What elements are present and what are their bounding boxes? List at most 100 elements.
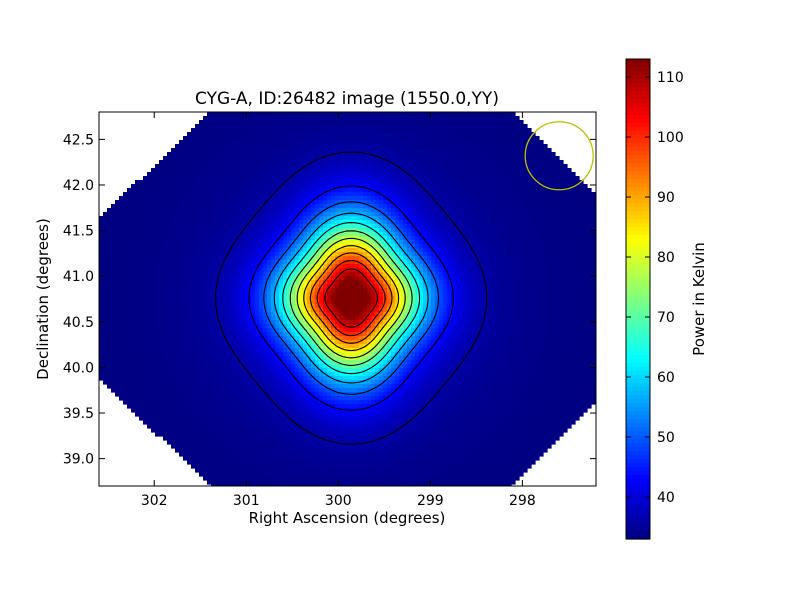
heatmap-cell (515, 224, 520, 229)
heatmap-cell (515, 260, 520, 265)
heatmap-cell (195, 132, 200, 137)
heatmap-cell (127, 252, 132, 257)
heatmap-cell (251, 132, 256, 137)
heatmap-cell (435, 156, 440, 161)
heatmap-cell (575, 268, 580, 273)
heatmap-cell (223, 224, 228, 229)
heatmap-cell (167, 164, 172, 169)
heatmap-cell (427, 208, 432, 213)
heatmap-cell (387, 140, 392, 145)
heatmap-cell (567, 176, 572, 181)
heatmap-cell (283, 264, 288, 269)
heatmap-cell (243, 172, 248, 177)
heatmap-cell (447, 172, 452, 177)
heatmap-cell (531, 152, 536, 157)
heatmap-cell (171, 196, 176, 201)
heatmap-cell (339, 184, 344, 189)
heatmap-cell (247, 152, 252, 157)
heatmap-cell (451, 208, 456, 213)
heatmap-cell (499, 220, 504, 225)
heatmap-cell (559, 196, 564, 201)
heatmap-cell (327, 152, 332, 157)
heatmap-cell (479, 200, 484, 205)
heatmap-cell (207, 156, 212, 161)
heatmap-cell (423, 216, 428, 221)
heatmap-cell (415, 196, 420, 201)
heatmap-cell (295, 140, 300, 145)
heatmap-cell (495, 224, 500, 229)
heatmap-cell (211, 268, 216, 273)
heatmap-cell (551, 280, 556, 285)
heatmap-cell (475, 168, 480, 173)
heatmap-cell (303, 208, 308, 213)
heatmap-cell (143, 252, 148, 257)
heatmap-cell (203, 208, 208, 213)
heatmap-cell (371, 232, 376, 237)
heatmap-cell (563, 208, 568, 213)
heatmap-cell (287, 116, 292, 121)
heatmap-cell (399, 244, 404, 249)
heatmap-cell (523, 244, 528, 249)
heatmap-cell (351, 204, 356, 209)
heatmap-cell (535, 228, 540, 233)
heatmap-cell (495, 144, 500, 149)
heatmap-cell (191, 252, 196, 257)
heatmap-cell (147, 184, 152, 189)
heatmap-cell (171, 276, 176, 281)
heatmap-cell (279, 164, 284, 169)
heatmap-cell (131, 284, 136, 289)
heatmap-cell (143, 260, 148, 265)
heatmap-cell (359, 168, 364, 173)
heatmap-cell (475, 240, 480, 245)
heatmap-cell (375, 112, 380, 117)
heatmap-cell (307, 144, 312, 149)
heatmap-cell (587, 244, 592, 249)
heatmap-cell (107, 268, 112, 273)
heatmap-cell (387, 180, 392, 185)
heatmap-cell (583, 192, 588, 197)
heatmap-cell (419, 232, 424, 237)
heatmap-cell (191, 236, 196, 241)
heatmap-cell (339, 168, 344, 173)
heatmap-cell (423, 268, 428, 273)
heatmap-cell (547, 180, 552, 185)
heatmap-cell (387, 184, 392, 189)
heatmap-cell (231, 116, 236, 121)
heatmap-cell (195, 240, 200, 245)
heatmap-cell (531, 268, 536, 273)
heatmap-cell (567, 280, 572, 285)
heatmap-cell (527, 172, 532, 177)
heatmap-cell (307, 188, 312, 193)
heatmap-cell (511, 132, 516, 137)
heatmap-cell (395, 200, 400, 205)
heatmap-cell (315, 196, 320, 201)
chart-title: CYG-A, ID:26482 image (1550.0,YY) (195, 89, 499, 109)
heatmap-cell (479, 212, 484, 217)
heatmap-cell (519, 184, 524, 189)
heatmap-cell (399, 140, 404, 145)
heatmap-cell (255, 140, 260, 145)
heatmap-cell (267, 116, 272, 121)
heatmap-cell (459, 216, 464, 221)
heatmap-cell (231, 244, 236, 249)
heatmap-cell (155, 216, 160, 221)
heatmap-cell (315, 112, 320, 117)
heatmap-cell (323, 228, 328, 233)
heatmap-cell (127, 236, 132, 241)
heatmap-cell (431, 276, 436, 281)
heatmap-cell (191, 224, 196, 229)
heatmap-cell (543, 176, 548, 181)
heatmap-cell (163, 264, 168, 269)
heatmap-cell (171, 228, 176, 233)
heatmap-cell (239, 256, 244, 261)
heatmap-cell (339, 264, 344, 269)
heatmap-cell (443, 212, 448, 217)
heatmap-cell (187, 176, 192, 181)
heatmap-cell (387, 212, 392, 217)
heatmap-cell (479, 224, 484, 229)
heatmap-cell (167, 264, 172, 269)
heatmap-cell (559, 160, 564, 165)
heatmap-cell (199, 244, 204, 249)
heatmap-cell (315, 176, 320, 181)
heatmap-cell (447, 168, 452, 173)
